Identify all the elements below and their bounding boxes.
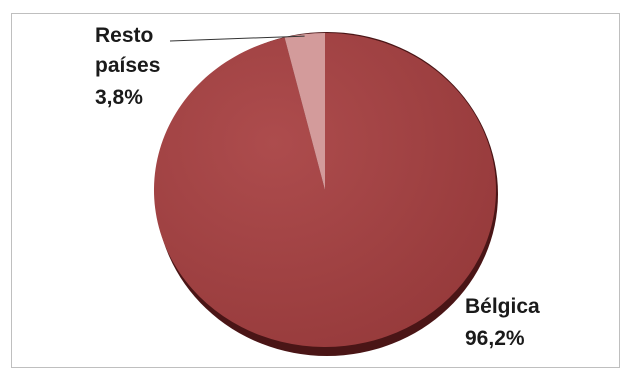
leader-line (169, 35, 305, 42)
label-belgica-value: 96,2% (465, 327, 525, 350)
pie-slice-belgica (153, 33, 496, 347)
label-resto-value: 3,8% (95, 86, 143, 109)
pie-slice-resto-paises (284, 33, 325, 190)
label-resto-line2: países (95, 54, 160, 77)
label-belgica-name: Bélgica (465, 295, 540, 318)
label-resto-line1: Resto (95, 24, 153, 47)
